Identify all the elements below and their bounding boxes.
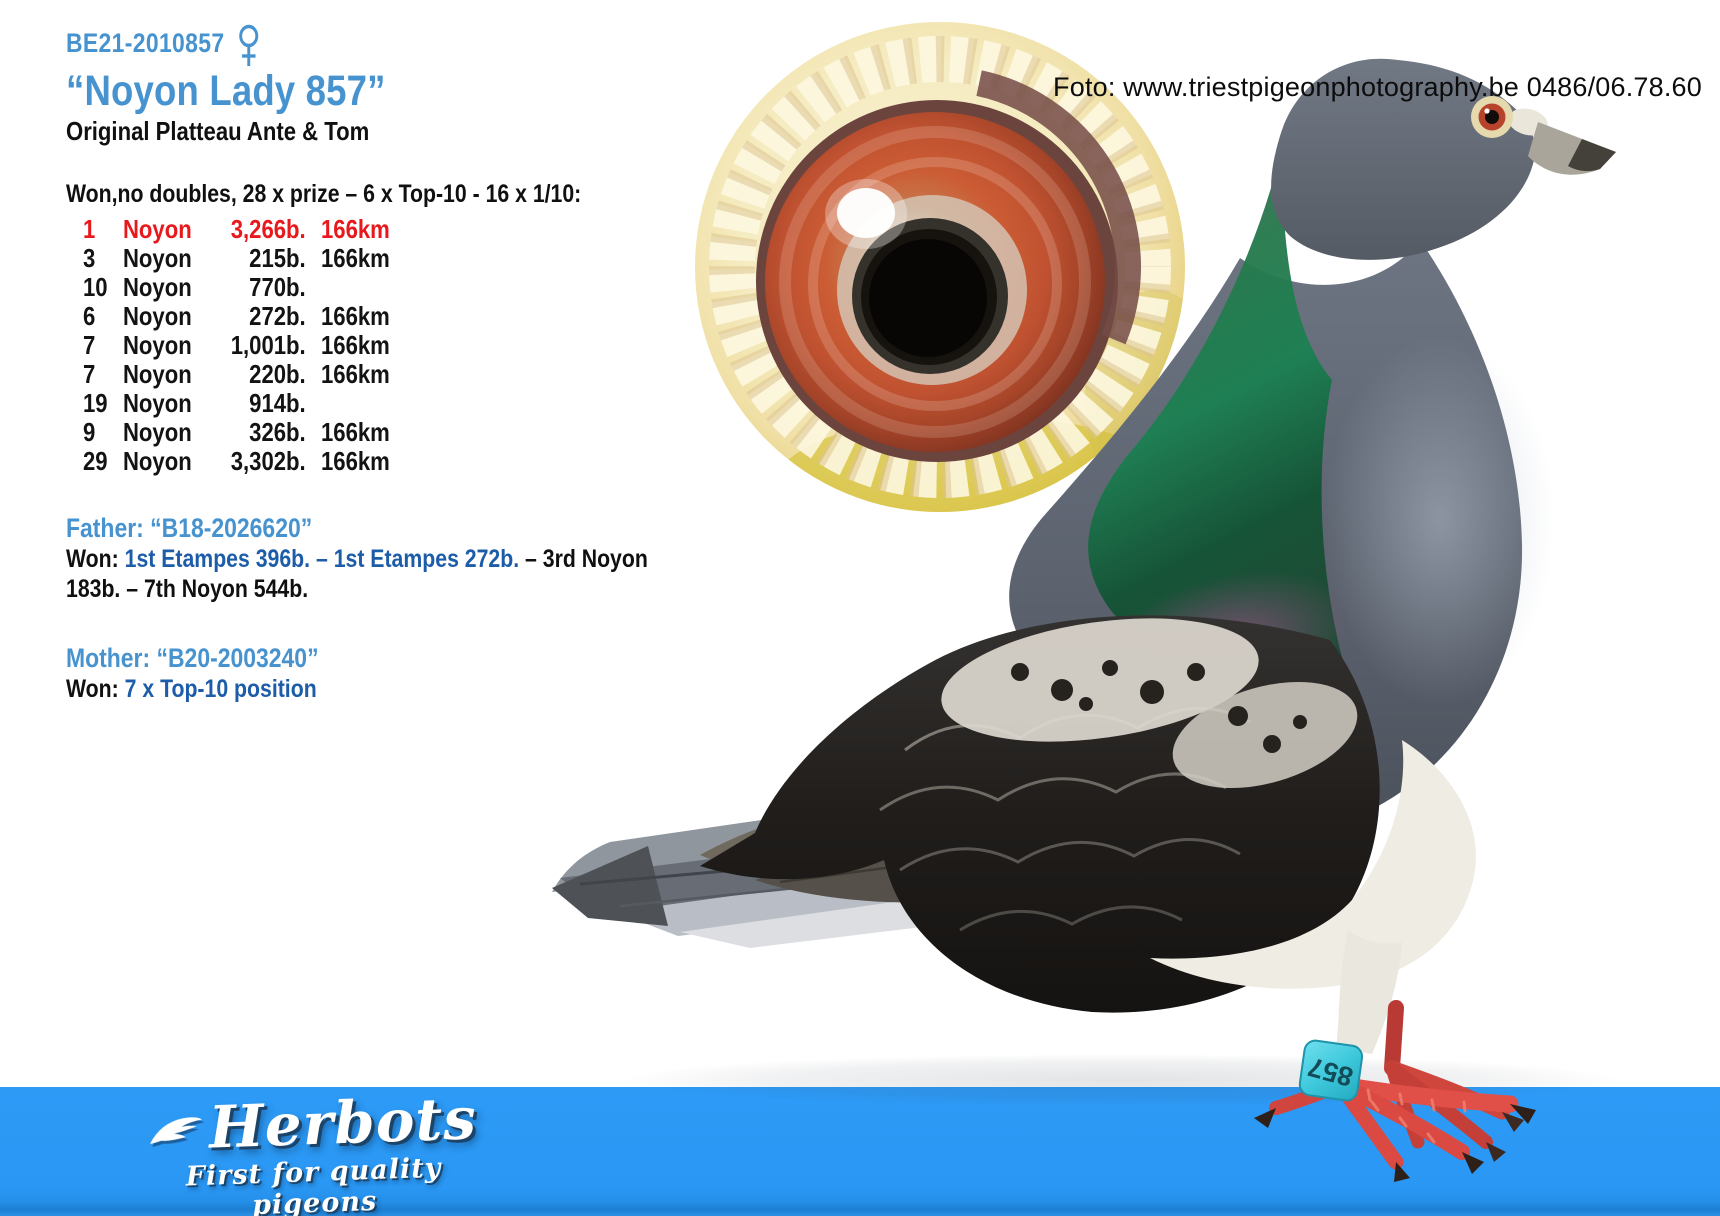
result-position: 19 <box>83 388 108 418</box>
result-race: Noyon <box>122 301 192 331</box>
belly <box>1150 740 1476 1054</box>
result-race: Noyon <box>122 388 192 418</box>
result-birds: 3,266b. <box>230 214 306 244</box>
result-birds: 1,001b. <box>230 330 306 360</box>
result-birds: 326b. <box>249 417 306 447</box>
result-row: 1 Noyon 3,266b. 166km <box>66 215 712 244</box>
mother-results-highlight: 7 x Top-10 position <box>124 675 317 703</box>
result-distance: 166km <box>321 417 390 447</box>
result-position: 7 <box>83 330 96 360</box>
pigeon-body: 857 <box>552 58 1620 1182</box>
result-race: Noyon <box>122 359 192 389</box>
breast <box>1009 240 1523 835</box>
neck-iridescence <box>1088 148 1352 694</box>
result-row: 3 Noyon 215b. 166km <box>66 244 712 273</box>
result-distance <box>306 389 712 418</box>
result-row: 19 Noyon 914b. <box>66 389 712 418</box>
result-row: 29 Noyon 3,302b. 166km <box>66 447 712 476</box>
result-row: 6 Noyon 272b. 166km <box>66 302 712 331</box>
result-race: Noyon <box>122 446 192 476</box>
result-distance <box>306 273 712 302</box>
result-race: Noyon <box>122 330 192 360</box>
result-birds: 770b. <box>249 272 306 302</box>
breeder-subtitle: Original Platteau Ante & Tom <box>66 116 370 146</box>
photo-credit: Foto: www.triestpigeonphotography.be 048… <box>1053 72 1702 102</box>
result-birds: 272b. <box>249 301 306 331</box>
result-row: 9 Noyon 326b. 166km <box>66 418 712 447</box>
result-race: Noyon <box>122 243 192 273</box>
result-race: Noyon <box>122 272 192 302</box>
result-distance: 166km <box>321 446 390 476</box>
result-position: 10 <box>83 272 108 302</box>
won-label: Won: <box>66 545 119 573</box>
mother-label: Mother: “B20-2003240” <box>66 643 319 673</box>
results-table: 1 Noyon 3,266b. 166km 3 Noyon 215b. 166k… <box>66 215 712 476</box>
info-panel: BE21-2010857 “Noyon Lady 857” Original P… <box>66 22 712 704</box>
flight-feathers <box>700 797 1073 903</box>
mother-results: Won: 7 x Top-10 position <box>66 674 665 704</box>
result-birds: 220b. <box>249 359 306 389</box>
result-birds: 3,302b. <box>230 446 306 476</box>
brand-tagline: First for quality pigeons <box>185 1152 442 1216</box>
female-icon <box>239 24 259 66</box>
beak <box>1528 122 1616 175</box>
result-birds: 914b. <box>249 388 306 418</box>
brand-name: Herbots <box>207 1084 478 1162</box>
result-row: 7 Noyon 1,001b. 166km <box>66 331 712 360</box>
ring-id-row: BE21-2010857 <box>66 22 712 66</box>
result-distance: 166km <box>321 330 390 360</box>
herbots-logo: Herbots First for quality pigeons <box>146 1084 480 1216</box>
wing <box>700 615 1380 1013</box>
tail-feathers <box>552 775 1070 948</box>
result-position: 9 <box>83 417 96 447</box>
brand-banner: Herbots First for quality pigeons <box>0 1084 1720 1216</box>
result-row: 10 Noyon 770b. <box>66 273 712 302</box>
result-position: 6 <box>83 301 96 331</box>
result-row: 7 Noyon 220b. 166km <box>66 360 712 389</box>
result-distance: 166km <box>321 359 390 389</box>
purple-sheen <box>1102 570 1354 714</box>
pigeon-name-title: “Noyon Lady 857” <box>66 67 386 115</box>
result-position: 3 <box>83 243 96 273</box>
beak-cere <box>1508 108 1548 136</box>
result-distance: 166km <box>321 214 390 244</box>
result-birds: 215b. <box>249 243 306 273</box>
result-position: 29 <box>83 446 108 476</box>
feather-icon <box>150 1117 203 1145</box>
result-race: Noyon <box>122 214 192 244</box>
father-label: Father: “B18-2026620” <box>66 513 313 543</box>
result-distance: 166km <box>321 243 390 273</box>
result-position: 7 <box>83 359 96 389</box>
father-results-rest: – 3rd Noyon 183b. – 7th Noyon 544b. <box>66 545 648 603</box>
result-distance: 166km <box>321 301 390 331</box>
result-position: 1 <box>83 214 96 244</box>
father-results: Won: 1st Etampes 396b. – 1st Etampes 272… <box>66 544 665 604</box>
won-label: Won: <box>66 675 119 703</box>
results-intro: Won,no doubles, 28 x prize – 6 x Top-10 … <box>66 180 582 208</box>
father-section: Father: “B18-2026620” Won: 1st Etampes 3… <box>66 513 712 604</box>
ring-id: BE21-2010857 <box>66 28 225 58</box>
father-results-highlight: 1st Etampes 396b. – 1st Etampes 272b. <box>124 545 520 573</box>
mother-section: Mother: “B20-2003240” Won: 7 x Top-10 po… <box>66 643 712 704</box>
result-race: Noyon <box>122 417 192 447</box>
